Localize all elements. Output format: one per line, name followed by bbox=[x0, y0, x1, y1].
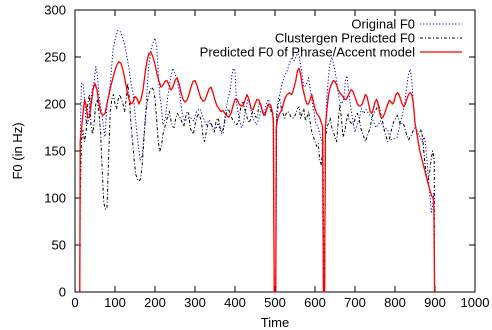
series-line-2 bbox=[79, 82, 436, 293]
y-tick-label: 300 bbox=[44, 3, 66, 18]
x-tick-label: 100 bbox=[104, 295, 126, 310]
y-tick-label: 100 bbox=[44, 191, 66, 206]
axes-ticks: 0 100 200 300 400 500 600 700 800 900 1000 0 50 100 15… bbox=[44, 3, 489, 311]
x-tick-label: 300 bbox=[184, 295, 206, 310]
legend-label-2: Clustergen Predicted F0 bbox=[275, 31, 415, 46]
y-tick-label: 150 bbox=[44, 144, 66, 159]
y-tick-label: 250 bbox=[44, 50, 66, 65]
legend-label-1: Original F0 bbox=[351, 17, 415, 32]
y-axis-title: F0 (in Hz) bbox=[10, 122, 25, 179]
x-tick-label: 200 bbox=[144, 295, 166, 310]
x-tick-label: 900 bbox=[424, 295, 446, 310]
series-line-3 bbox=[79, 51, 436, 293]
x-tick-label: 500 bbox=[264, 295, 286, 310]
x-axis-title: Time bbox=[261, 315, 289, 330]
y-tick-label: 50 bbox=[52, 238, 66, 253]
x-tick-label: 700 bbox=[344, 295, 366, 310]
y-tick-label: 200 bbox=[44, 97, 66, 112]
x-tick-label: 400 bbox=[224, 295, 246, 310]
series-layer bbox=[79, 30, 436, 293]
x-tick-label: 1000 bbox=[461, 295, 490, 310]
x-tick-label: 0 bbox=[71, 295, 78, 310]
series-line-1 bbox=[79, 30, 436, 293]
axis-titles: Time F0 (in Hz) bbox=[10, 122, 289, 330]
y-tick-label: 0 bbox=[59, 285, 66, 300]
x-tick-label: 600 bbox=[304, 295, 326, 310]
x-tick-label: 800 bbox=[384, 295, 406, 310]
legend-label-3: Predicted F0 of Phrase/Accent model bbox=[200, 45, 415, 60]
